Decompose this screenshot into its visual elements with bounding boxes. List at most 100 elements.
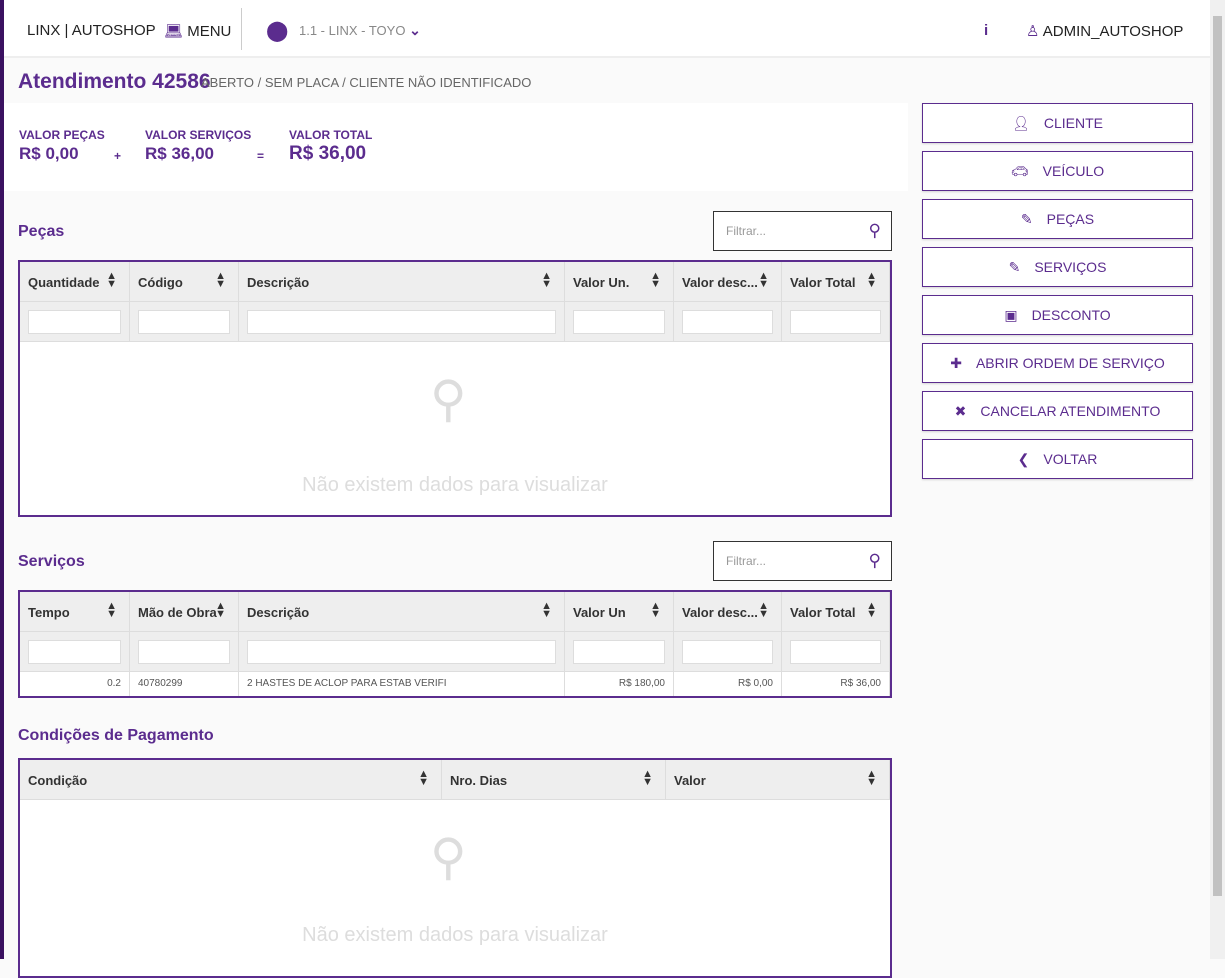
action-label: ABRIR ORDEM DE SERVIÇO bbox=[975, 355, 1165, 371]
column-filter-input[interactable] bbox=[138, 310, 230, 334]
sort-icon[interactable]: ▲ ▼ bbox=[758, 270, 769, 290]
column-filter-input[interactable] bbox=[247, 640, 556, 664]
menu-button[interactable]: 💻︎ MENU bbox=[164, 22, 231, 40]
equals-sign: = bbox=[257, 149, 265, 163]
column-filter-input[interactable] bbox=[28, 310, 121, 334]
sort-icon[interactable]: ▲ ▼ bbox=[642, 768, 653, 788]
page-title: Atendimento 42586 bbox=[18, 70, 211, 93]
column-filter-input[interactable] bbox=[790, 310, 881, 334]
empty-state: ⚲ Não existem dados para visualizar bbox=[20, 800, 890, 970]
column-filter-input[interactable] bbox=[790, 640, 881, 664]
column-filter-input[interactable] bbox=[573, 310, 665, 334]
column-label: Valor Total bbox=[790, 275, 856, 290]
column-header[interactable]: Código ▲ ▼ bbox=[130, 262, 239, 301]
column-label: Tempo bbox=[28, 605, 70, 620]
action-button-cancelar-atendimento[interactable]: ✖ CANCELAR ATENDIMENTO bbox=[922, 391, 1193, 431]
sort-icon[interactable]: ▲ ▼ bbox=[541, 270, 552, 290]
pecas-filter-input[interactable]: Filtrar... ⚲ bbox=[713, 211, 892, 251]
action-button-abrir-ordem-de-servi-o[interactable]: ✚ ABRIR ORDEM DE SERVIÇO bbox=[922, 343, 1193, 383]
sort-icon[interactable]: ▲ ▼ bbox=[215, 600, 226, 620]
car-icon: 🚗︎ bbox=[1010, 163, 1029, 179]
search-icon: ⚲ bbox=[430, 371, 467, 427]
sort-icon[interactable]: ▲ ▼ bbox=[866, 270, 877, 290]
column-header[interactable]: Descrição ▲ ▼ bbox=[239, 592, 565, 631]
pecas-table: Quantidade ▲ ▼ Código ▲ ▼ Descrição ▲ ▼ Valor Un.… bbox=[18, 260, 892, 517]
sort-icon[interactable]: ▲ ▼ bbox=[418, 768, 429, 788]
action-button-pe-as[interactable]: ✎ PEÇAS bbox=[922, 199, 1193, 239]
sort-icon[interactable]: ▲ ▼ bbox=[650, 270, 661, 290]
column-filter-input[interactable] bbox=[28, 640, 121, 664]
filter-placeholder: Filtrar... bbox=[726, 224, 767, 238]
action-button-servi-os[interactable]: ✎ SERVIÇOS bbox=[922, 247, 1193, 287]
column-header[interactable]: Valor Un. ▲ ▼ bbox=[565, 262, 674, 301]
column-header[interactable]: Valor Un ▲ ▼ bbox=[565, 592, 674, 631]
column-header[interactable]: Valor Total ▲ ▼ bbox=[782, 262, 890, 301]
sort-icon[interactable]: ▲ ▼ bbox=[650, 600, 661, 620]
column-label: Descrição bbox=[247, 275, 310, 290]
column-filter bbox=[239, 632, 565, 671]
column-header[interactable]: Valor desc... ▲ ▼ bbox=[674, 262, 782, 301]
search-icon: ⚲ bbox=[430, 829, 467, 885]
pecas-label: VALOR PEÇAS bbox=[19, 128, 105, 142]
location-pin-icon: ⬤ bbox=[266, 20, 289, 42]
column-header[interactable]: Quantidade ▲ ▼ bbox=[20, 262, 130, 301]
pagamento-table: Condição ▲ ▼ Nro. Dias ▲ ▼ Valor ▲ ▼ ⚲ Não existem… bbox=[18, 758, 892, 978]
column-header[interactable]: Descrição ▲ ▼ bbox=[239, 262, 565, 301]
servicos-table: Tempo ▲ ▼ Mão de Obra ▲ ▼ Descrição ▲ ▼ Valor Un ▲… bbox=[18, 590, 892, 698]
column-filter-input[interactable] bbox=[573, 640, 665, 664]
search-icon[interactable]: ⚲ bbox=[868, 221, 881, 240]
servicos-filter-input[interactable]: Filtrar... ⚲ bbox=[713, 541, 892, 581]
scrollbar[interactable] bbox=[1210, 0, 1225, 959]
pecas-title: Peças bbox=[18, 223, 65, 240]
action-button-ve-culo[interactable]: 🚗︎ VEÍCULO bbox=[922, 151, 1193, 191]
column-filter bbox=[674, 632, 782, 671]
sort-icon[interactable]: ▲ ▼ bbox=[215, 270, 226, 290]
column-filter bbox=[20, 302, 130, 341]
column-filter-input[interactable] bbox=[247, 310, 556, 334]
column-filter-input[interactable] bbox=[682, 310, 773, 334]
sort-icon[interactable]: ▲ ▼ bbox=[541, 600, 552, 620]
column-header[interactable]: Condição ▲ ▼ bbox=[20, 760, 442, 799]
total-value: R$ 36,00 bbox=[289, 143, 367, 164]
servicos-title: Serviços bbox=[18, 553, 85, 570]
sort-icon[interactable]: ▲ ▼ bbox=[106, 600, 117, 620]
action-button-desconto[interactable]: ▣ DESCONTO bbox=[922, 295, 1193, 335]
column-filter-input[interactable] bbox=[138, 640, 230, 664]
empty-message: Não existem dados para visualizar bbox=[302, 474, 608, 496]
column-filter bbox=[782, 632, 890, 671]
action-button-voltar[interactable]: ❮ VOLTAR bbox=[922, 439, 1193, 479]
plus-icon: ✚ bbox=[950, 355, 962, 371]
action-label: DESCONTO bbox=[1031, 307, 1111, 323]
info-icon[interactable]: i bbox=[984, 22, 989, 39]
top-bar: LINX | AUTOSHOP 💻︎ MENU ⬤ 1.1 - LINX - T… bbox=[4, 0, 1210, 58]
column-header[interactable]: Mão de Obra ▲ ▼ bbox=[130, 592, 239, 631]
sort-icon[interactable]: ▲ ▼ bbox=[106, 270, 117, 290]
header-row: Condição ▲ ▼ Nro. Dias ▲ ▼ Valor ▲ ▼ bbox=[20, 760, 890, 800]
column-header[interactable]: Nro. Dias ▲ ▼ bbox=[442, 760, 666, 799]
divider bbox=[241, 8, 242, 50]
search-icon[interactable]: ⚲ bbox=[868, 551, 881, 570]
pagamento-title: Condições de Pagamento bbox=[18, 727, 214, 744]
table-row[interactable]: 0.2 40780299 2 HASTES DE ACLOP PARA ESTAB … bbox=[20, 672, 890, 696]
column-header[interactable]: Tempo ▲ ▼ bbox=[20, 592, 130, 631]
sort-icon[interactable]: ▲ ▼ bbox=[758, 600, 769, 620]
column-label: Valor desc... bbox=[682, 275, 758, 290]
money-icon: ▣ bbox=[1004, 307, 1018, 323]
column-header[interactable]: Valor Total ▲ ▼ bbox=[782, 592, 890, 631]
close-icon: ✖ bbox=[954, 403, 967, 419]
left-accent-bar bbox=[0, 0, 4, 959]
column-header[interactable]: Valor ▲ ▼ bbox=[666, 760, 890, 799]
column-label: Valor Un. bbox=[573, 275, 630, 290]
header-row: Tempo ▲ ▼ Mão de Obra ▲ ▼ Descrição ▲ ▼ Valor Un ▲… bbox=[20, 592, 890, 632]
location-selector[interactable]: 1.1 - LINX - TOYO ⌄ bbox=[299, 22, 421, 39]
user-menu[interactable]: ♙ ADMIN_AUTOSHOP bbox=[1026, 22, 1183, 40]
column-filter-input[interactable] bbox=[682, 640, 773, 664]
filter-row bbox=[20, 632, 890, 672]
sort-icon[interactable]: ▲ ▼ bbox=[866, 768, 877, 788]
header-row: Quantidade ▲ ▼ Código ▲ ▼ Descrição ▲ ▼ Valor Un.… bbox=[20, 262, 890, 302]
action-button-cliente[interactable]: 👤︎ CLIENTE bbox=[922, 103, 1193, 143]
table-cell: R$ 180,00 bbox=[565, 672, 674, 696]
column-header[interactable]: Valor desc... ▲ ▼ bbox=[674, 592, 782, 631]
scrollbar-thumb[interactable] bbox=[1213, 16, 1222, 896]
sort-icon[interactable]: ▲ ▼ bbox=[866, 600, 877, 620]
